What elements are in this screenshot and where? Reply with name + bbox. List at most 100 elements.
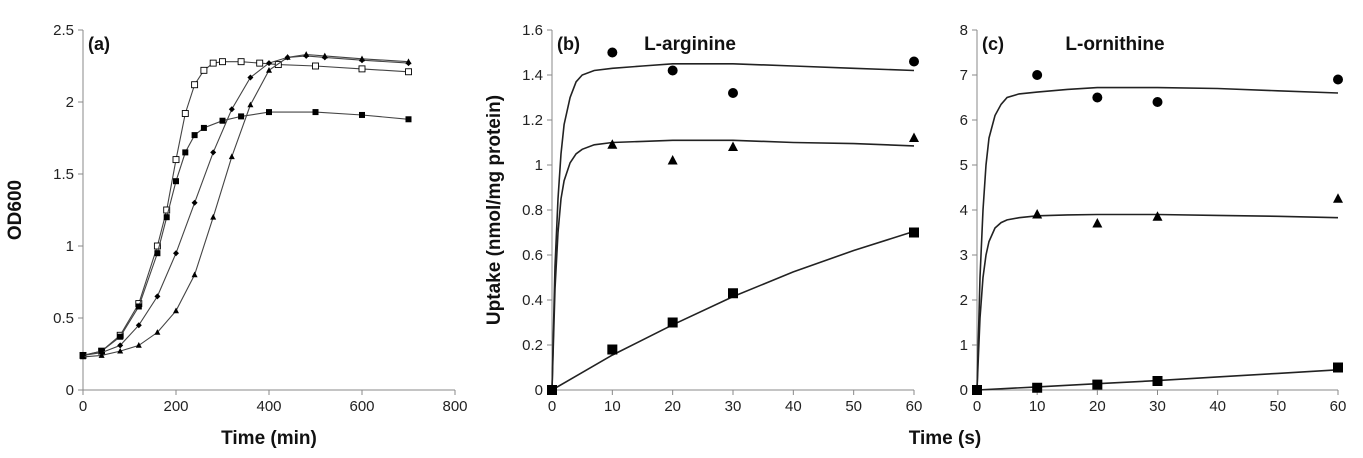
panel-c-series-circle-point <box>1092 92 1103 103</box>
panel-c-x-ticks: 0 10 20 30 40 50 60 <box>973 390 1346 415</box>
panel-a-series-filled-triangle-point <box>173 307 179 314</box>
panel-a-series-filled-diamond-point <box>228 106 235 113</box>
panel-b-series-circle-point <box>909 56 919 67</box>
panel-c-series-triangle-point <box>1032 209 1043 219</box>
panel-b-arginine-chart: (b) L-arginine Uptake (nmol/mg protein) … <box>484 22 922 415</box>
y-tick-label: 1 <box>960 337 968 354</box>
panel-a-series-filled-diamond-point <box>117 342 124 349</box>
panel-a-series-filled-triangle-point <box>359 55 365 62</box>
x-tick-label: 30 <box>1149 398 1166 415</box>
panel-a-series-filled-diamond-point <box>210 149 217 156</box>
panel-a-y-ticks: 0 0.5 1 1.5 2 2.5 <box>53 22 83 399</box>
panel-c-series-circle-point <box>1333 74 1343 85</box>
panel-b-series-circle-point <box>667 65 678 76</box>
panel-a-label: (a) <box>88 34 110 54</box>
y-tick-label: 0 <box>66 382 74 399</box>
panel-b-series-triangle-point <box>667 155 678 165</box>
panel-c-series-square-point <box>972 385 982 395</box>
y-tick-label: 1.4 <box>522 67 543 84</box>
y-tick-label: 1.2 <box>522 112 543 129</box>
panel-c-label: (c) <box>982 34 1004 54</box>
panel-a-series-filled-triangle-point <box>117 347 124 354</box>
panel-a-series-filled-square-point <box>182 149 189 156</box>
panel-a-y-axis-label: OD600 <box>5 180 26 240</box>
x-tick-label: 50 <box>845 398 862 415</box>
panel-a-series-filled-triangle-point <box>154 329 161 335</box>
panel-a-series-filled-diamond-point <box>173 250 179 257</box>
y-tick-label: 6 <box>960 112 968 129</box>
panel-a-series-filled-triangle-point <box>80 353 86 360</box>
panel-a-series-open-square-point <box>191 81 199 89</box>
panel-c-series <box>972 70 1343 395</box>
panel-a-series-filled-triangle-point <box>191 271 198 278</box>
panel-b-y-ticks: 0 0.2 0.4 0.6 0.8 1 1.2 1.4 1.6 <box>522 22 552 399</box>
y-tick-label: 2 <box>960 292 968 309</box>
x-tick-label: 20 <box>1089 398 1106 415</box>
x-tick-label: 0 <box>79 398 87 415</box>
panel-a-series-open-square-point <box>274 61 282 69</box>
panel-c-title: L-ornithine <box>1065 34 1164 55</box>
x-tick-label: 40 <box>1209 398 1226 415</box>
panel-b-series-square-point <box>607 344 618 355</box>
panel-a-series-filled-diamond-point <box>191 199 198 206</box>
y-tick-label: 1.5 <box>53 166 74 183</box>
x-tick-label: 800 <box>442 398 467 415</box>
panel-a-series-filled-square-point <box>117 333 124 340</box>
y-tick-label: 0.5 <box>53 310 74 327</box>
panel-a-x-axis-label: Time (min) <box>221 428 317 449</box>
x-tick-label: 50 <box>1269 398 1286 415</box>
panel-a-series-filled-diamond-point <box>154 293 161 300</box>
panel-c-series-square-point <box>1152 376 1163 386</box>
y-tick-label: 0 <box>960 382 968 399</box>
panel-c-series-square-point <box>1092 379 1103 390</box>
panel-a-series-filled-square-point <box>154 250 161 257</box>
panel-b-series-circle-point <box>607 47 618 58</box>
panel-a-series-filled-square-point <box>173 178 179 185</box>
panel-c-series-triangle-point <box>1152 211 1163 221</box>
panel-a-series-open-square-point <box>200 66 208 74</box>
panel-a-series-filled-triangle-point <box>284 54 291 60</box>
panel-a-series-filled-diamond-point <box>135 322 142 329</box>
y-tick-label: 1 <box>535 157 543 174</box>
panel-b-x-ticks: 0 10 20 30 40 50 60 <box>548 390 923 415</box>
x-tick-label: 60 <box>906 398 923 415</box>
panel-b-series-circle-fit-line <box>551 62 915 391</box>
panel-b-series-square-point <box>909 227 919 238</box>
panel-a-series-open-square-point <box>237 58 245 66</box>
panel-c-series-triangle-point <box>1092 218 1103 228</box>
y-tick-label: 1 <box>66 238 74 255</box>
panel-a-series-open-square-point <box>181 110 189 117</box>
panel-a-series-filled-triangle-point <box>303 51 310 57</box>
panel-a-series-filled-square-point <box>163 214 170 221</box>
panel-a-series-filled-square-point <box>359 111 365 118</box>
panel-c-y-ticks: 0 1 2 3 4 5 6 7 8 <box>960 22 977 399</box>
panel-c-series-triangle-fit-line <box>976 213 1339 391</box>
shared-x-axis-label: Time (s) <box>909 428 982 449</box>
panel-a-series-filled-square-point <box>312 109 319 116</box>
panel-a-series-filled-square-point <box>219 117 226 124</box>
panel-a-series-open-square-point <box>209 59 217 67</box>
panel-a-series-open-square-line <box>82 61 409 356</box>
panel-a-series-open-square-point <box>405 68 412 76</box>
x-tick-label: 0 <box>548 398 556 415</box>
x-tick-label: 0 <box>973 398 981 415</box>
panel-a-series-filled-diamond-point <box>266 60 272 67</box>
y-tick-label: 8 <box>960 22 968 39</box>
y-tick-label: 2.5 <box>53 22 74 39</box>
panel-a-series-filled-square-point <box>200 124 207 131</box>
panel-a-series-open-square-point <box>358 65 366 73</box>
panel-b-label: (b) <box>557 34 580 54</box>
panel-a-series-open-square-point <box>172 156 180 164</box>
panel-a-od600-chart: (a) OD600 Time (min) 0 200 400 600 800 0 0.5 1… <box>5 22 468 449</box>
y-tick-label: 0 <box>535 382 543 399</box>
panel-a-series-filled-square-point <box>238 113 245 120</box>
panel-c-series-square-point <box>1333 362 1343 373</box>
panel-b-series-square-point <box>547 385 557 395</box>
panel-b-series-triangle-point <box>728 141 738 151</box>
x-tick-label: 10 <box>1029 398 1046 415</box>
panel-a-series-open-square-point <box>219 58 226 66</box>
panel-a-series-filled-diamond-point <box>247 74 254 81</box>
panel-a-series-filled-triangle-point <box>266 67 272 73</box>
panel-a-series-filled-square-point <box>191 132 198 139</box>
